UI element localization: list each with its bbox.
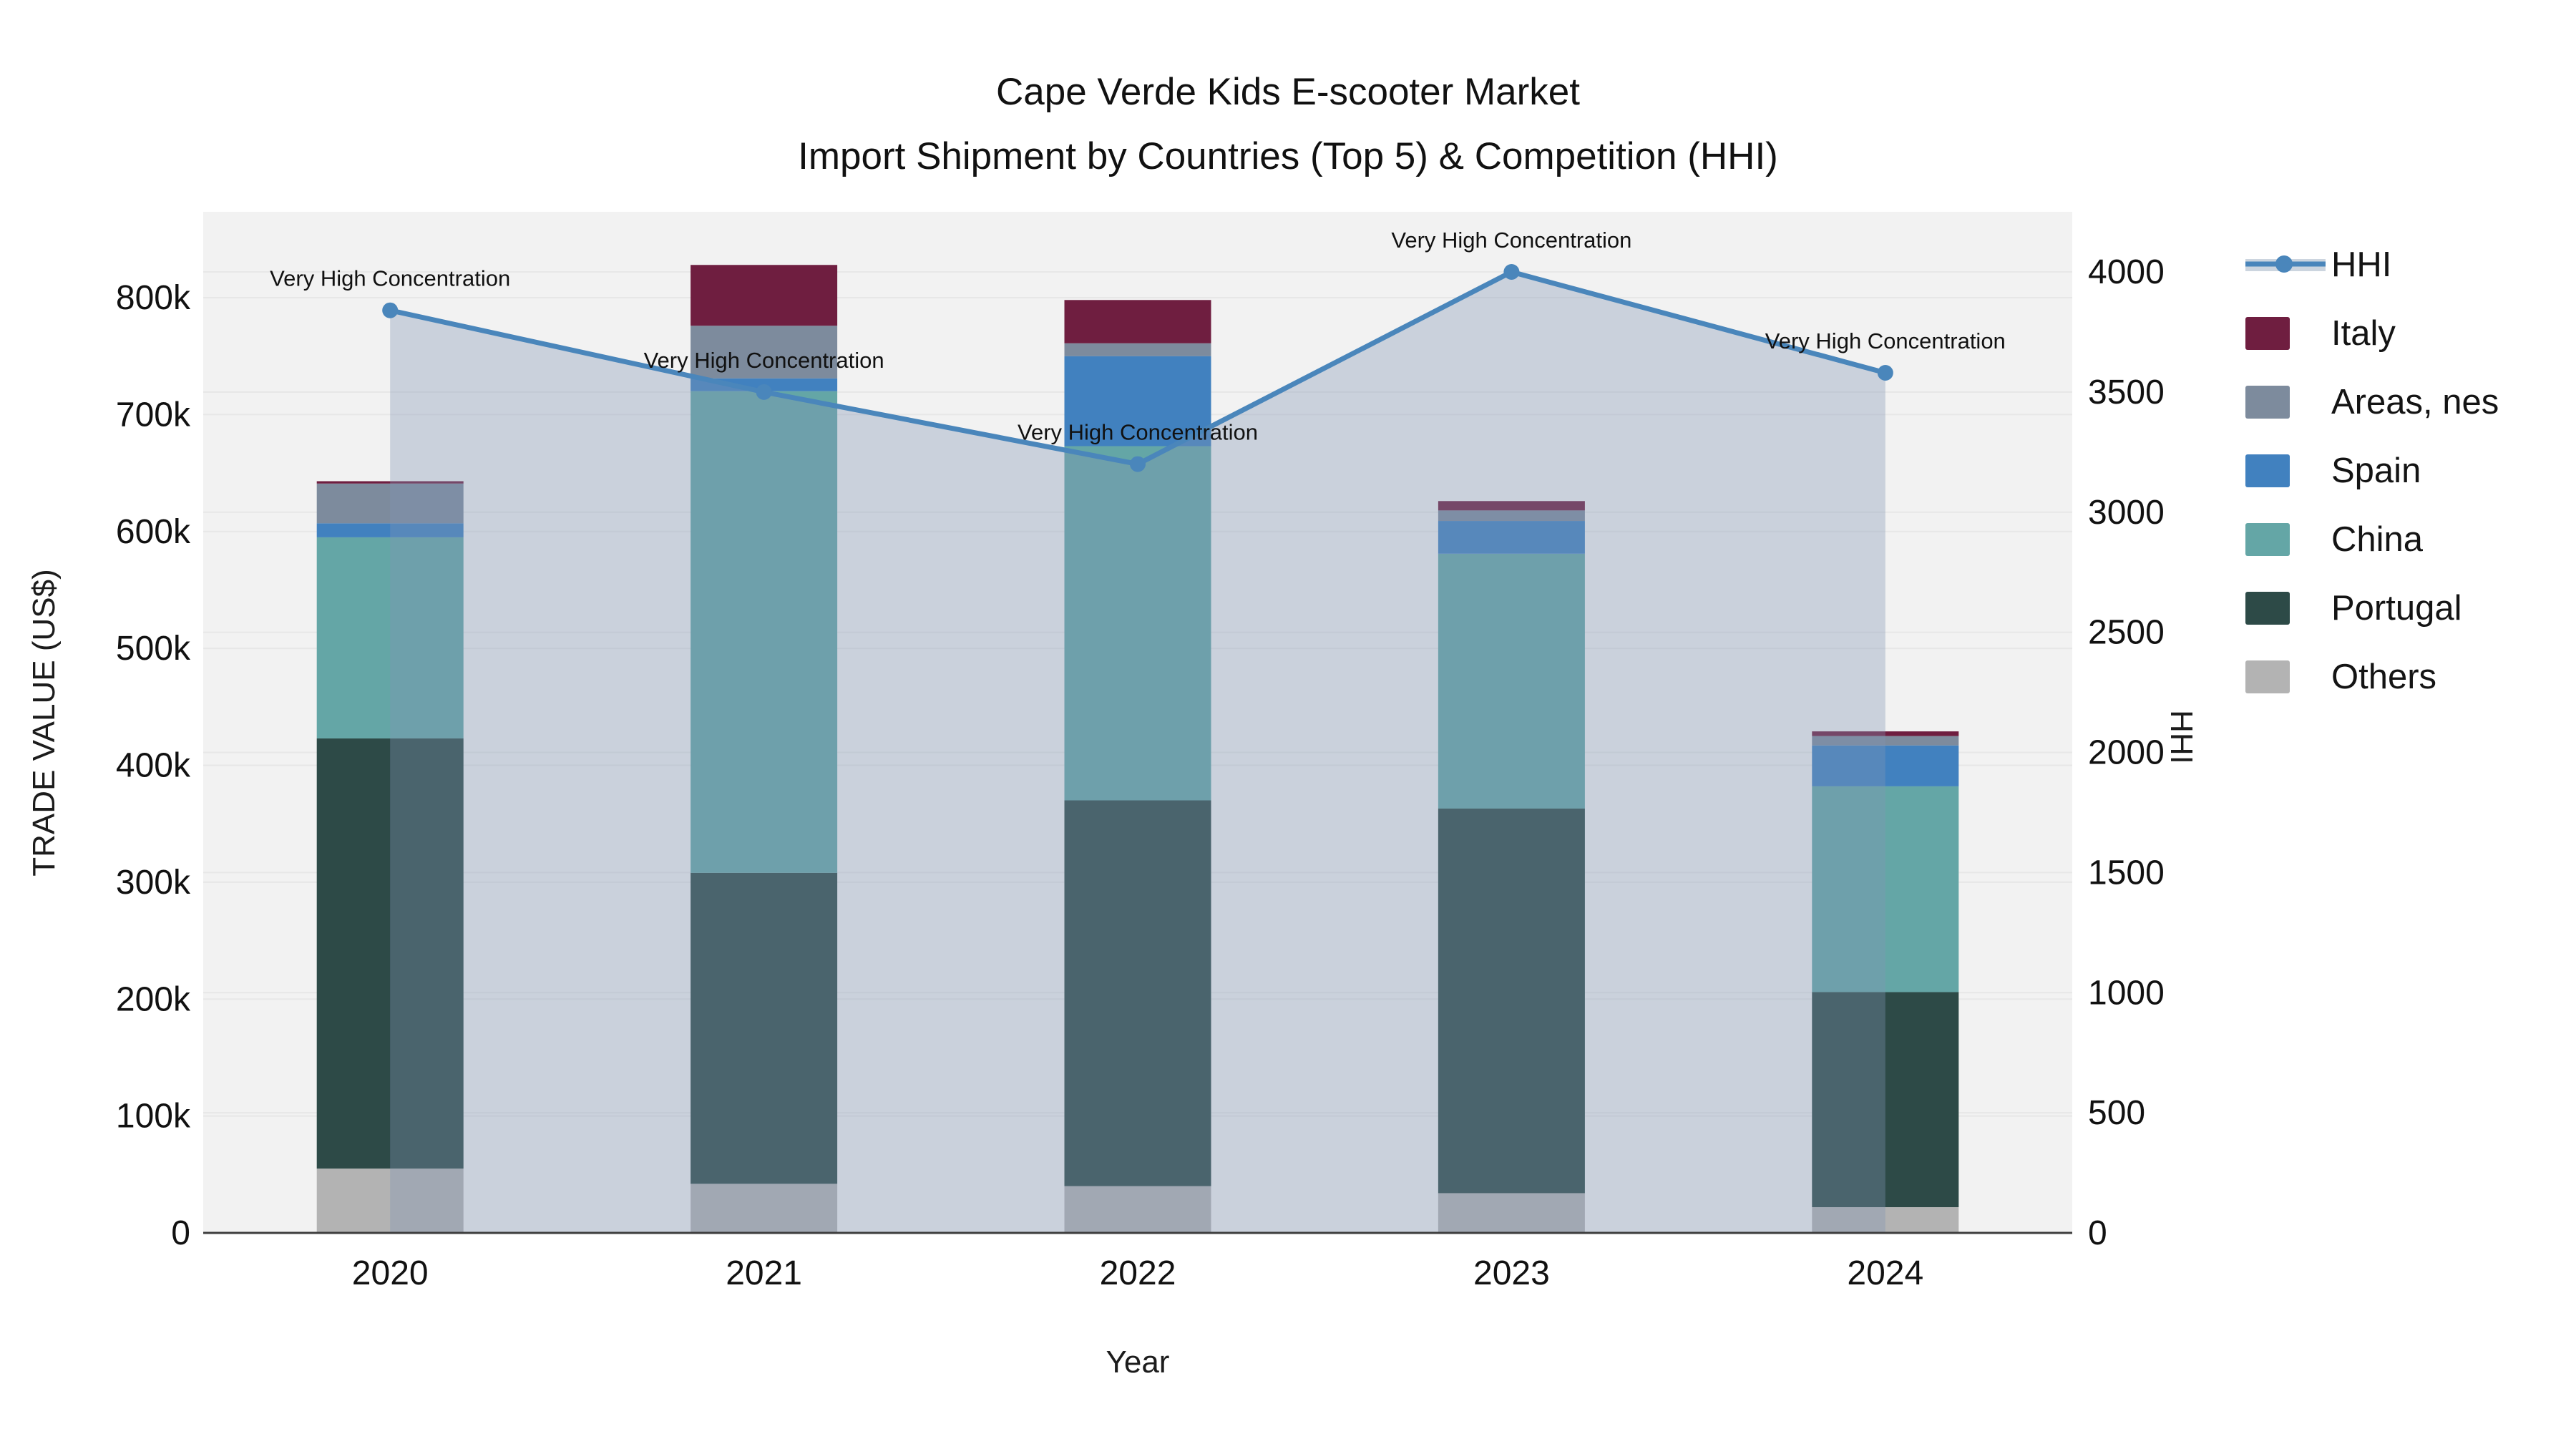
y-right-tick-3500: 3500 (2088, 374, 2165, 411)
legend-swatch-icon (2245, 660, 2326, 693)
legend-swatch-icon (2245, 523, 2326, 556)
y-right-tick-4000: 4000 (2088, 253, 2165, 291)
bar-segment-italy-2022[interactable] (1064, 300, 1211, 343)
annotation-2024: Very High Concentration (1765, 328, 2006, 353)
legend-item-portugal[interactable]: Portugal (2245, 574, 2499, 643)
x-tick-2023: 2023 (1473, 1254, 1550, 1292)
hhi-point-2020[interactable] (382, 302, 399, 318)
annotation-2020: Very High Concentration (270, 266, 510, 291)
legend-label: Areas, nes (2331, 383, 2499, 421)
legend-swatch-icon (2245, 592, 2326, 625)
y-right-tick-2500: 2500 (2088, 614, 2165, 652)
bar-segment-areas-nes-2022[interactable] (1064, 343, 1211, 356)
bar-segment-portugal-2024[interactable] (1812, 992, 1959, 1208)
x-tick-2022: 2022 (1100, 1254, 1176, 1292)
bar-segment-spain-2020[interactable] (316, 523, 464, 537)
y-right-tick-500: 500 (2088, 1094, 2145, 1132)
y-left-tick-400k: 400k (116, 747, 191, 785)
legend-item-italy[interactable]: Italy (2245, 299, 2499, 368)
legend-item-areas-nes[interactable]: Areas, nes (2245, 368, 2499, 436)
annotation-2023: Very High Concentration (1391, 228, 1631, 253)
legend-item-china[interactable]: China (2245, 505, 2499, 574)
hhi-line-icon (2245, 248, 2326, 281)
x-tick-2024: 2024 (1847, 1254, 1923, 1292)
legend-label: Italy (2331, 314, 2396, 353)
y-left-tick-700k: 700k (116, 396, 191, 434)
legend-label: China (2331, 520, 2424, 559)
chart-title-line1: Cape Verde Kids E-scooter Market (996, 71, 1580, 113)
bar-segment-areas-nes-2023[interactable] (1438, 510, 1585, 522)
bar-segment-areas-nes-2021[interactable] (691, 326, 838, 379)
y-left-tick-500k: 500k (116, 630, 191, 668)
legend-swatch-icon (2245, 317, 2326, 350)
annotation-2022: Very High Concentration (1018, 420, 1258, 445)
y-left-tick-800k: 800k (116, 279, 191, 317)
bar-segment-portugal-2023[interactable] (1438, 808, 1585, 1194)
y-left-tick-0: 0 (171, 1214, 190, 1252)
y-left-tick-600k: 600k (116, 513, 191, 551)
bar-segment-china-2020[interactable] (316, 537, 464, 738)
bar-segment-portugal-2021[interactable] (691, 872, 838, 1184)
chart-title: Cape Verde Kids E-scooter Market Import … (0, 60, 2576, 189)
bar-segment-spain-2023[interactable] (1438, 521, 1585, 554)
x-tick-2021: 2021 (726, 1254, 802, 1292)
chart-title-line2: Import Shipment by Countries (Top 5) & C… (798, 135, 1778, 177)
bar-segment-areas-nes-2024[interactable] (1812, 736, 1959, 746)
y-right-tick-1000: 1000 (2088, 974, 2165, 1012)
legend-label: Spain (2331, 452, 2421, 490)
bar-segment-italy-2024[interactable] (1812, 731, 1959, 736)
legend-label: Others (2331, 658, 2437, 696)
bar-segment-portugal-2022[interactable] (1064, 800, 1211, 1186)
y-right-tick-3000: 3000 (2088, 494, 2165, 532)
bar-segment-others-2024[interactable] (1812, 1207, 1959, 1233)
bar-segment-china-2024[interactable] (1812, 786, 1959, 992)
legend-swatch-icon (2245, 386, 2326, 419)
legend-label: Portugal (2331, 589, 2462, 628)
bar-segment-others-2020[interactable] (316, 1169, 464, 1233)
legend-label: HHI (2331, 245, 2392, 284)
annotation-2021: Very High Concentration (644, 348, 884, 373)
hhi-area-fill (390, 272, 1885, 1233)
legend-swatch-icon (2245, 454, 2326, 487)
y-left-tick-300k: 300k (116, 864, 191, 902)
y-right-tick-2000: 2000 (2088, 734, 2165, 772)
bar-segment-italy-2020[interactable] (316, 481, 464, 484)
bar-segment-china-2023[interactable] (1438, 553, 1585, 809)
bar-segment-china-2021[interactable] (691, 391, 838, 873)
y-right-tick-1500: 1500 (2088, 854, 2165, 892)
bar-segment-china-2022[interactable] (1064, 446, 1211, 801)
y-left-tick-100k: 100k (116, 1098, 191, 1136)
bar-segment-others-2021[interactable] (691, 1184, 838, 1233)
bar-segment-portugal-2020[interactable] (316, 738, 464, 1169)
legend: HHI Italy Areas, nes Spain China Portugal Othe… (2245, 230, 2499, 711)
bar-segment-areas-nes-2020[interactable] (316, 483, 464, 524)
hhi-point-2024[interactable] (1877, 365, 1893, 381)
x-tick-2020: 2020 (352, 1254, 429, 1292)
hhi-point-2022[interactable] (1130, 456, 1146, 472)
legend-item-spain[interactable]: Spain (2245, 436, 2499, 505)
bar-segment-italy-2021[interactable] (691, 265, 838, 326)
hhi-point-2023[interactable] (1503, 264, 1520, 280)
hhi-point-2021[interactable] (756, 384, 772, 400)
bar-segment-others-2022[interactable] (1064, 1186, 1211, 1233)
bar-segment-italy-2023[interactable] (1438, 501, 1585, 511)
legend-item-hhi[interactable]: HHI (2245, 230, 2499, 299)
bar-segment-spain-2024[interactable] (1812, 745, 1959, 786)
y-right-tick-0: 0 (2088, 1214, 2107, 1252)
bar-segment-spain-2022[interactable] (1064, 356, 1211, 447)
x-axis-title: Year (1106, 1345, 1170, 1380)
y-left-tick-200k: 200k (116, 980, 191, 1018)
legend-item-others[interactable]: Others (2245, 643, 2499, 711)
bar-segment-others-2023[interactable] (1438, 1193, 1585, 1233)
